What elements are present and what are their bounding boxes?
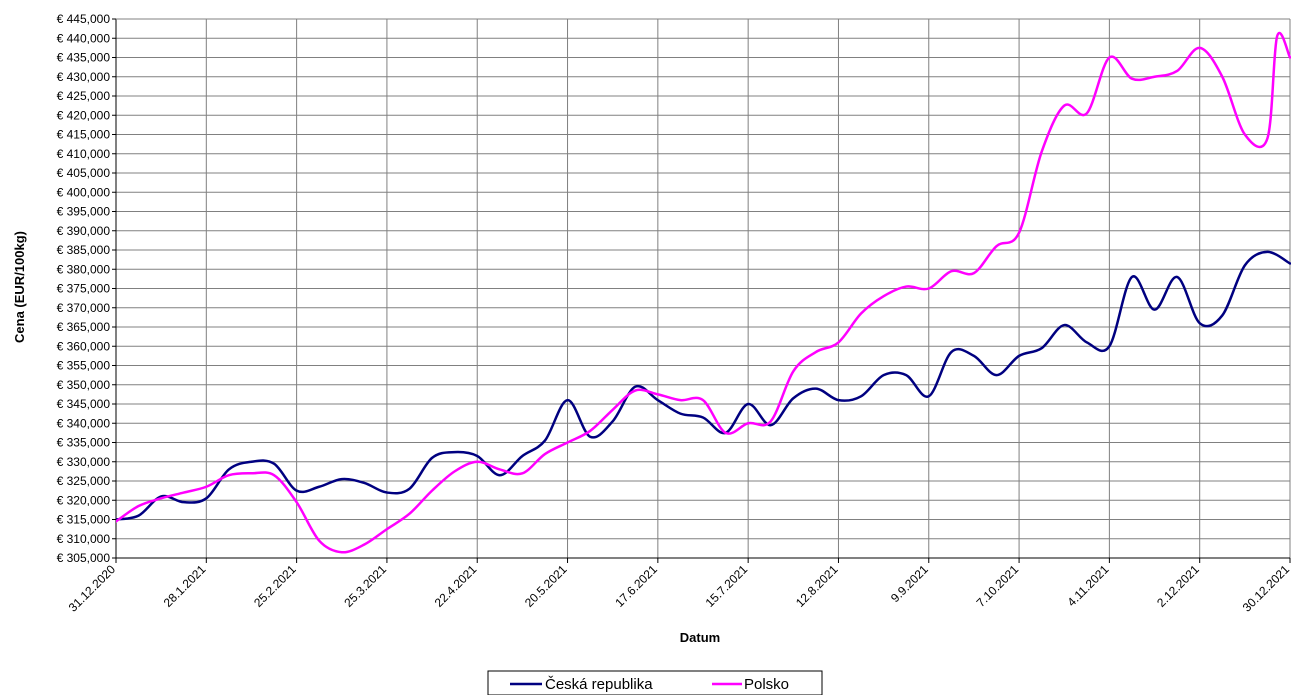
y-tick-label: € 380,000: [57, 262, 111, 276]
y-tick-label: € 330,000: [57, 455, 111, 469]
y-tick-label: € 410,000: [57, 147, 111, 161]
y-tick-label: € 315,000: [57, 513, 111, 527]
legend-label-cz: Česká republika: [545, 676, 653, 693]
y-tick-label: € 345,000: [57, 397, 111, 411]
y-tick-label: € 365,000: [57, 320, 111, 334]
y-tick-label: € 435,000: [57, 51, 111, 65]
y-tick-label: € 385,000: [57, 243, 111, 257]
y-tick-label: € 400,000: [57, 185, 111, 199]
y-tick-label: € 305,000: [57, 551, 111, 565]
x-tick-label: 7.10.2021: [974, 562, 1022, 610]
y-tick-label: € 375,000: [57, 282, 111, 296]
x-tick-label: 31.12.2020: [66, 562, 119, 615]
x-tick-label: 25.2.2021: [251, 562, 299, 610]
y-tick-label: € 445,000: [57, 12, 111, 26]
y-tick-label: € 370,000: [57, 301, 111, 315]
x-tick-label: 2.12.2021: [1154, 562, 1202, 610]
x-tick-label: 20.5.2021: [522, 562, 570, 610]
x-axis-title: Datum: [680, 630, 720, 645]
gridlines: [115, 18, 1291, 559]
y-tick-label: € 350,000: [57, 378, 111, 392]
series-line-cz: [116, 250, 1291, 521]
x-tick-label: 22.4.2021: [432, 562, 480, 610]
y-tick-label: € 405,000: [57, 166, 111, 180]
y-tick-label: € 430,000: [57, 70, 111, 84]
series-line-pl: [116, 31, 1291, 554]
y-tick-label: € 425,000: [57, 89, 111, 103]
series-lines: [116, 31, 1291, 554]
legend-box: [487, 670, 823, 695]
y-tick-label: € 320,000: [57, 493, 111, 507]
y-tick-label: € 340,000: [57, 416, 111, 430]
y-tick-label: € 415,000: [57, 128, 111, 142]
y-axis-title: Cena (EUR/100kg): [12, 231, 27, 343]
y-tick-label: € 355,000: [57, 359, 111, 373]
y-tick-label: € 395,000: [57, 205, 111, 219]
y-tick-label: € 325,000: [57, 474, 111, 488]
y-tick-label: € 335,000: [57, 436, 111, 450]
y-axis-ticks: € 305,000 € 310,000 € 315,000 € 320,000 € 32…: [57, 12, 116, 565]
x-tick-label: 28.1.2021: [161, 562, 209, 610]
x-axis-ticks: 31.12.2020 28.1.2021 25.2.2021 25.3.2021 22.…: [66, 558, 1291, 615]
x-tick-label: 4.11.2021: [1064, 562, 1111, 609]
legend-label-pl: Polsko: [744, 676, 789, 693]
x-tick-label: 15.7.2021: [703, 562, 751, 610]
x-tick-label: 17.6.2021: [612, 562, 660, 610]
y-tick-label: € 440,000: [57, 31, 111, 45]
x-tick-label: 25.3.2021: [341, 562, 389, 610]
x-tick-label: 9.9.2021: [888, 562, 931, 605]
y-tick-label: € 390,000: [57, 224, 111, 238]
y-tick-label: € 360,000: [57, 339, 111, 353]
y-tick-label: € 420,000: [57, 108, 111, 122]
x-tick-label: 30.12.2021: [1240, 562, 1291, 615]
y-tick-label: € 310,000: [57, 532, 111, 546]
legend: Česká republika Polsko: [487, 670, 823, 695]
x-tick-label: 12.8.2021: [793, 562, 841, 610]
